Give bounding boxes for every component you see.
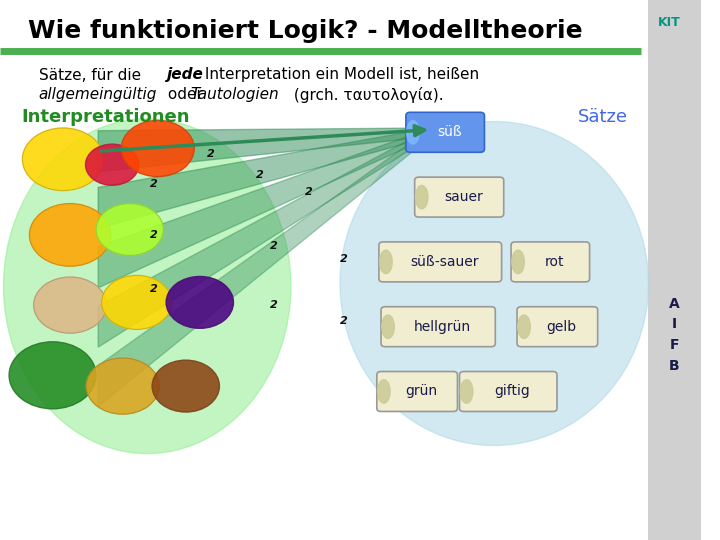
Text: süß-sauer: süß-sauer [410,255,479,269]
Text: allgemeingültig: allgemeingültig [39,87,157,103]
Text: 2: 2 [305,187,312,197]
Polygon shape [98,128,431,347]
Text: oder: oder [163,87,207,103]
Circle shape [30,204,111,266]
Text: 2: 2 [340,316,347,326]
Circle shape [152,360,220,412]
Circle shape [86,144,139,185]
FancyBboxPatch shape [649,0,701,540]
Ellipse shape [377,380,390,403]
Text: grün: grün [405,384,437,399]
Text: Tautologien: Tautologien [191,87,279,103]
FancyBboxPatch shape [381,307,495,347]
Text: 2: 2 [340,254,347,264]
Text: 2: 2 [256,171,264,180]
Text: (grch. ταυτολογία).: (grch. ταυτολογία). [289,87,444,104]
Text: Wie funktioniert Logik? - Modelltheorie: Wie funktioniert Logik? - Modelltheorie [28,19,582,43]
Polygon shape [98,128,431,288]
Text: 2: 2 [150,179,158,188]
Circle shape [22,128,104,191]
Ellipse shape [340,122,649,446]
Polygon shape [98,128,431,228]
Circle shape [166,276,233,328]
FancyBboxPatch shape [459,372,557,411]
Polygon shape [98,128,431,407]
FancyBboxPatch shape [406,112,485,152]
Text: Interpretation ein Modell ist, heißen: Interpretation ein Modell ist, heißen [200,68,479,83]
Ellipse shape [379,250,392,274]
FancyBboxPatch shape [379,242,502,282]
Ellipse shape [407,120,419,144]
Text: giftig: giftig [495,384,531,399]
Circle shape [9,342,96,409]
Text: süß: süß [437,125,462,139]
FancyBboxPatch shape [415,177,504,217]
Text: Sätze: Sätze [578,108,629,126]
Text: rot: rot [545,255,564,269]
Ellipse shape [382,315,395,339]
Ellipse shape [415,185,428,209]
Ellipse shape [518,315,531,339]
Text: 2: 2 [207,149,214,159]
Circle shape [34,277,107,333]
FancyBboxPatch shape [377,372,457,411]
Text: 2: 2 [150,230,158,240]
Text: sauer: sauer [444,190,483,204]
Text: Interpretationen: Interpretationen [21,108,189,126]
Text: A
I
F
B: A I F B [669,297,680,373]
Text: Sätze, für die: Sätze, für die [39,68,145,83]
Text: 2: 2 [269,241,277,251]
FancyBboxPatch shape [517,307,598,347]
Circle shape [102,275,172,329]
Polygon shape [98,128,431,172]
Ellipse shape [512,250,524,274]
Circle shape [86,358,159,414]
Text: 2: 2 [150,284,158,294]
Text: hellgrün: hellgrün [414,320,471,334]
Text: KIT: KIT [658,16,681,29]
Text: 2: 2 [269,300,277,310]
Circle shape [96,204,163,255]
Circle shape [121,120,194,177]
Text: gelb: gelb [546,320,577,334]
FancyBboxPatch shape [511,242,590,282]
Ellipse shape [460,380,473,403]
Ellipse shape [4,119,291,454]
Text: jede: jede [167,68,204,83]
